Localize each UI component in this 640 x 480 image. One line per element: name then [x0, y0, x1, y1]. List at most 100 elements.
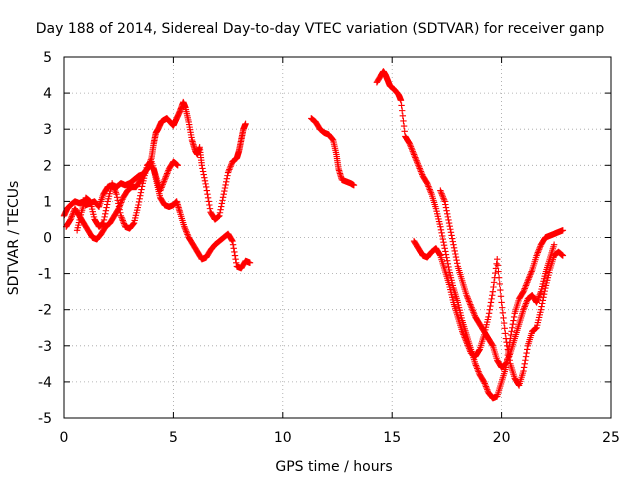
data-point — [495, 268, 502, 275]
data-point — [199, 168, 207, 175]
data-point — [120, 218, 127, 226]
data-point — [440, 238, 447, 246]
data-point — [494, 255, 501, 263]
data-point — [69, 211, 76, 219]
data-point — [427, 187, 434, 195]
data-point — [465, 345, 473, 352]
data-point — [401, 128, 408, 135]
data-point — [438, 190, 445, 197]
data-point — [119, 217, 126, 224]
data-point — [103, 201, 111, 208]
data-point — [399, 107, 406, 114]
grid — [64, 57, 611, 418]
data-point — [520, 306, 527, 313]
data-point — [231, 248, 238, 256]
data-point — [537, 289, 544, 297]
x-tick-label: 0 — [60, 430, 69, 446]
data-point — [109, 181, 116, 189]
data-point — [228, 161, 235, 168]
data-point — [441, 245, 448, 252]
data-point — [524, 346, 531, 353]
data-point — [406, 140, 413, 147]
data-point — [469, 307, 477, 314]
data-point — [520, 288, 527, 295]
data-point — [232, 255, 239, 263]
data-point — [204, 194, 212, 201]
data-point — [439, 235, 447, 243]
data-point — [500, 314, 507, 322]
data-point — [159, 181, 166, 188]
data-point — [227, 163, 234, 170]
data-point — [438, 229, 445, 237]
data-point — [498, 299, 505, 306]
data-point — [447, 226, 454, 233]
data-point — [137, 189, 145, 196]
data-point — [174, 162, 181, 169]
data-point — [535, 247, 542, 255]
data-point — [130, 220, 137, 228]
x-tick-label: 25 — [602, 430, 620, 446]
data-point — [526, 272, 533, 280]
x-tick-label: 20 — [493, 430, 511, 446]
data-point — [157, 185, 165, 193]
data-point — [201, 174, 208, 181]
data-point — [480, 378, 488, 386]
data-point — [439, 232, 446, 240]
data-point — [102, 210, 109, 217]
data-point — [488, 295, 495, 303]
data-point — [510, 317, 517, 324]
data-point — [444, 257, 451, 264]
data-point — [492, 269, 499, 277]
data-point — [474, 365, 481, 372]
data-point — [522, 282, 530, 289]
data-point — [399, 112, 407, 119]
data-point — [231, 252, 239, 259]
data-point — [135, 201, 142, 209]
data-point — [219, 194, 227, 201]
data-point — [528, 268, 535, 275]
data-point — [475, 368, 482, 375]
data-point — [68, 213, 76, 220]
data-point — [436, 251, 443, 258]
data-point — [496, 280, 503, 288]
data-point — [418, 169, 425, 177]
data-point — [481, 380, 488, 387]
data-point — [489, 341, 496, 348]
data-point — [447, 229, 455, 236]
data-point — [113, 190, 120, 198]
data-point — [67, 216, 74, 223]
data-point — [118, 215, 126, 223]
data-point — [201, 177, 209, 184]
data-point — [437, 187, 444, 194]
series-trace-d — [308, 115, 358, 189]
data-point — [224, 172, 231, 179]
data-point — [464, 295, 472, 302]
data-point — [464, 340, 471, 347]
y-tick-label: 5 — [43, 50, 52, 66]
data-point — [452, 250, 459, 258]
data-point — [522, 301, 529, 309]
data-point — [417, 168, 425, 175]
data-point — [454, 260, 461, 267]
data-point — [482, 383, 490, 390]
data-point — [504, 356, 512, 363]
data-point — [222, 181, 229, 189]
data-point — [489, 292, 496, 299]
data-point — [460, 332, 468, 340]
data-point — [523, 298, 530, 306]
y-tick-label: -2 — [38, 303, 52, 319]
data-point — [485, 313, 492, 321]
data-point — [445, 263, 452, 271]
data-point — [441, 198, 448, 205]
data-point — [161, 176, 168, 183]
data-point — [198, 162, 206, 169]
data-point — [424, 180, 431, 187]
data-point — [400, 117, 407, 125]
y-tick-label: 2 — [43, 158, 52, 174]
data-point — [443, 207, 450, 214]
data-point — [242, 120, 249, 127]
data-point — [534, 249, 542, 256]
data-point — [503, 338, 510, 346]
data-point — [465, 343, 472, 351]
data-point — [445, 219, 453, 227]
